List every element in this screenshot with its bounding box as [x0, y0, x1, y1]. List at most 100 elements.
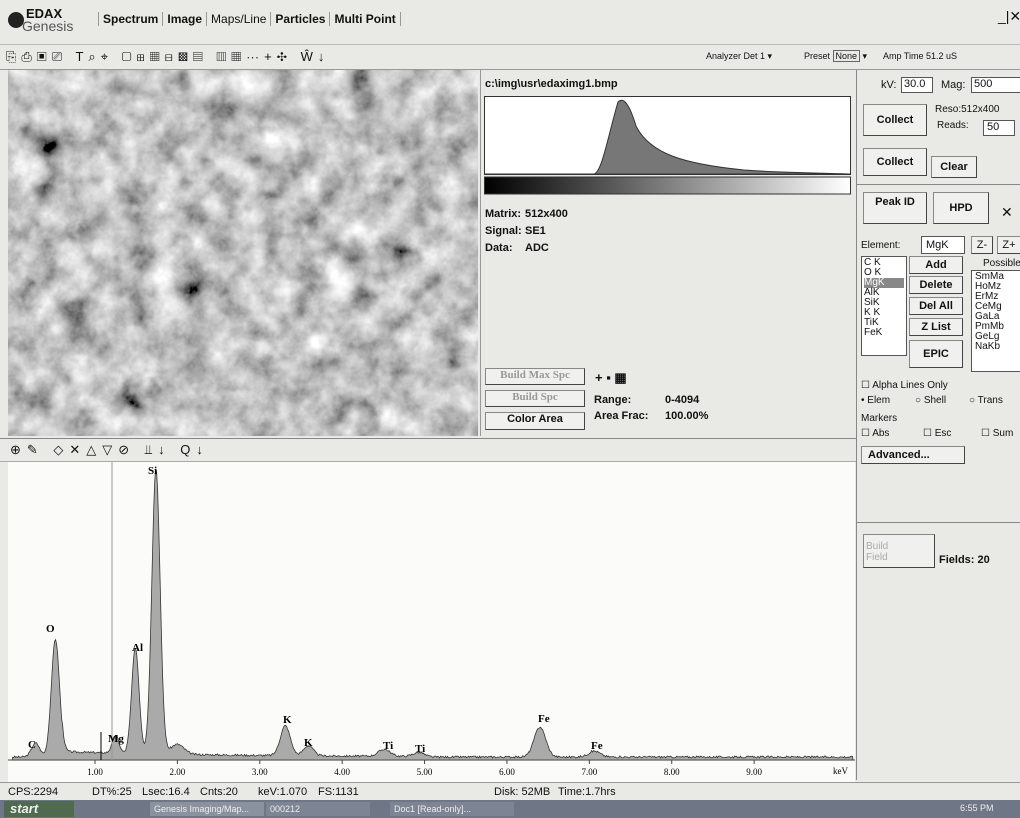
preset-value[interactable]: None [833, 50, 861, 62]
tab[interactable]: Spectrum [99, 12, 163, 26]
analyzer-value[interactable]: Det 1 [744, 51, 766, 61]
peak-label: K [304, 737, 313, 749]
tab[interactable]: Maps/Line [207, 12, 271, 26]
matrix-label: Matrix: [485, 208, 525, 220]
z-list-button[interactable]: Z List [909, 318, 963, 336]
alpha-lines-checkbox[interactable]: ☐ Alpha Lines Only [861, 380, 948, 391]
separator [857, 184, 1020, 185]
fields-count: Fields: 20 [939, 554, 990, 566]
x-tick-label: 8.00 [664, 767, 680, 777]
line-mode-radio[interactable]: ○ Trans [969, 395, 1003, 406]
build-max-spc-button[interactable]: Build Max Spc [485, 368, 585, 385]
build-spc-button[interactable]: Build Spc [485, 390, 585, 407]
toolbar-icons[interactable]: ⎘⎙▣⎚ T⌕⌖ ▢⊞▦⊟▩▤ ▥▦⋯+✣ Ŵ↓ [6, 49, 329, 65]
x-tick-label: 1.00 [87, 767, 103, 777]
logo: EDAX Genesis [4, 4, 92, 34]
delete-button[interactable]: Delete [909, 276, 963, 294]
possible-item[interactable]: NaKb [975, 342, 1017, 352]
marker-label: Abs [872, 428, 889, 439]
taskbar-item[interactable]: 000212 [266, 802, 370, 816]
z-plus-button[interactable]: Z+ [997, 236, 1020, 254]
peak-label: C [28, 739, 36, 751]
taskbar: start Genesis Imaging/Map... 000212 Doc1… [0, 800, 1020, 818]
add-button[interactable]: Add [909, 256, 963, 274]
tab[interactable]: Multi Point [330, 12, 400, 26]
histogram [484, 96, 851, 196]
logo-bottom: Genesis [22, 18, 73, 34]
radio-label: Trans [978, 395, 1003, 406]
line-mode-radio[interactable]: ○ Shell [915, 395, 946, 406]
element-list[interactable]: C K O K MgK AlK SiK K K TiK FeK [861, 256, 907, 356]
element-item[interactable]: FeK [864, 328, 904, 338]
signal-value: SE1 [525, 225, 546, 237]
possible-list[interactable]: SmMa HoMz ErMz CeMg GaLa PmMb GeLg NaKb [971, 270, 1020, 372]
z-minus-button[interactable]: Z- [971, 236, 993, 254]
line-mode-radio[interactable]: • Elem [861, 395, 890, 406]
x-unit: keV [833, 766, 848, 776]
taskbar-item[interactable]: Genesis Imaging/Map... [150, 802, 264, 816]
status-time: Time:1.7hrs [558, 786, 616, 798]
status-bar: CPS:2294 DT%:25 Lsec:16.4 Cnts:20 keV:1.… [0, 782, 1020, 801]
x-tick-label: 2.00 [170, 767, 186, 777]
area-frac-label: Area Frac: [594, 410, 648, 422]
data-label: Data: [485, 242, 525, 254]
x-tick-label: 9.00 [746, 767, 762, 777]
x-tick-label: 3.00 [252, 767, 268, 777]
radio-label: Shell [924, 395, 946, 406]
mag-input[interactable]: 500 [971, 77, 1020, 93]
data-source: Data:ADC [485, 242, 549, 254]
mag-label: Mag: [941, 79, 965, 91]
start-button[interactable]: start [4, 801, 74, 817]
window-controls[interactable]: _|✕ [998, 8, 1020, 25]
area-frac-value: 100.00% [665, 410, 708, 422]
marker-label: Esc [935, 428, 952, 439]
markers-label: Markers [861, 413, 897, 424]
collect-spectrum-button[interactable]: Collect [863, 148, 927, 176]
reads-input[interactable]: 50 [983, 120, 1015, 136]
del-all-button[interactable]: Del All [909, 297, 963, 315]
element-label: Element: [861, 240, 900, 251]
app-window: EDAX Genesis SpectrumImageMaps/LineParti… [0, 0, 1020, 818]
area-tools[interactable]: + ▪ ▦ [595, 370, 627, 386]
color-area-button[interactable]: Color Area [485, 412, 585, 430]
gray-scale-bar [485, 177, 851, 194]
status-cnts: Cnts:20 [200, 786, 238, 798]
image-info-panel: c:\img\usr\edaximg1.bmp Matrix:512x400 S… [480, 70, 855, 436]
peak-label: O [46, 623, 55, 635]
peak-label: Si [148, 465, 157, 477]
separator [857, 522, 1020, 523]
taskbar-item[interactable]: Doc1 [Read-only]... [390, 802, 514, 816]
page: EDAX Genesis {"app": {"logo_top": "EDAX"… [0, 0, 1020, 818]
amp-time-value[interactable]: 51.2 uS [926, 51, 957, 61]
peak-label: Fe [591, 740, 603, 752]
toolbar: ⎘⎙▣⎚ T⌕⌖ ▢⊞▦⊟▩▤ ▥▦⋯+✣ Ŵ↓ Analyzer Det 1 … [0, 44, 1020, 70]
file-path: c:\img\usr\edaximg1.bmp [485, 78, 618, 90]
peak-label: Al [132, 642, 143, 654]
hpd-button[interactable]: HPD [933, 192, 989, 224]
resolution: Reso:512x400 [935, 104, 1000, 115]
build-field-button[interactable]: Build Field [863, 534, 935, 568]
marker-checkbox[interactable]: ☐ Esc [923, 428, 951, 439]
data-value: ADC [525, 242, 549, 254]
x-tick-label: 5.00 [417, 767, 433, 777]
tab[interactable]: Image [163, 12, 207, 26]
preset-label: Preset [804, 51, 830, 61]
close-icon[interactable]: ✕ [1001, 204, 1013, 221]
peak-id-button[interactable]: Peak ID [863, 192, 927, 224]
clear-button[interactable]: Clear [931, 156, 977, 178]
radio-label: Elem [867, 395, 890, 406]
tab[interactable]: Particles [271, 12, 330, 26]
spectrum-tools[interactable]: ⊕✎ ◇✕△▽⊘ ⫫↓ Q↓ [10, 442, 209, 458]
clock: 6:55 PM [960, 803, 994, 813]
sem-image[interactable] [8, 70, 478, 436]
collect-button[interactable]: Collect [863, 104, 927, 136]
element-input[interactable]: MgK [921, 236, 965, 254]
kv-input[interactable]: 30.0 [901, 77, 933, 93]
marker-checkbox[interactable]: ☐ Sum [981, 428, 1013, 439]
advanced-button[interactable]: Advanced... [861, 446, 965, 464]
range-value: 0-4094 [665, 394, 699, 406]
epic-button[interactable]: EPIC [909, 340, 963, 368]
marker-checkbox[interactable]: ☐ Abs [861, 428, 889, 439]
